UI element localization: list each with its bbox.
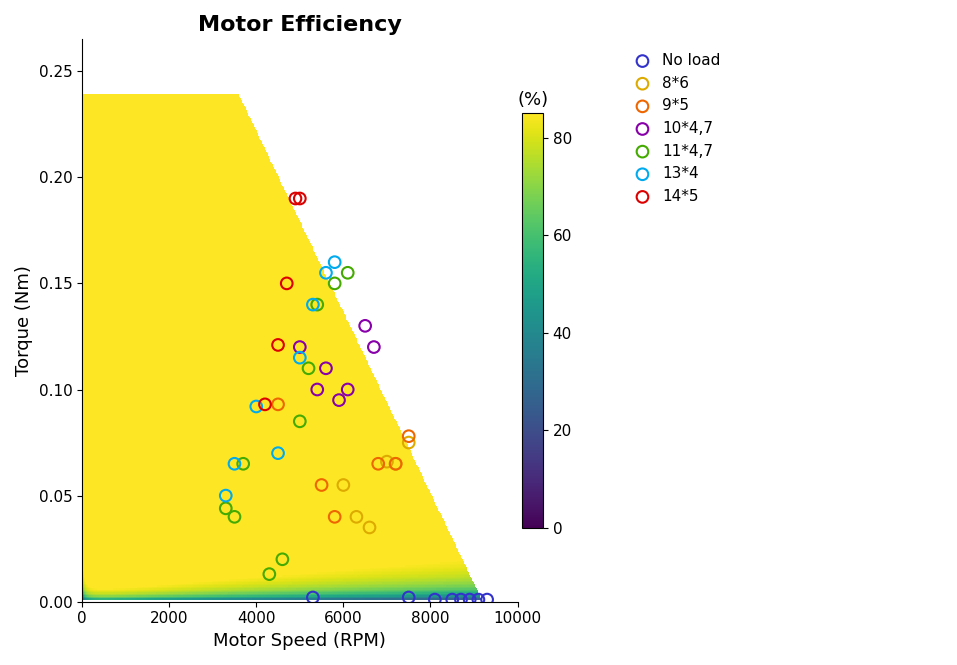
11*4,7	[292, 416, 307, 427]
Title: (%): (%)	[517, 91, 548, 109]
13*4	[292, 352, 307, 363]
11*4,7	[300, 363, 316, 374]
9*5	[327, 511, 343, 522]
X-axis label: Motor Speed (RPM): Motor Speed (RPM)	[213, 632, 387, 650]
13*4	[271, 448, 286, 458]
No load	[462, 595, 478, 605]
11*4,7	[227, 511, 242, 522]
No load	[479, 595, 495, 605]
11*4,7	[309, 299, 324, 310]
10*4,7	[331, 395, 346, 406]
14*5	[292, 193, 307, 203]
13*4	[218, 490, 234, 501]
13*4	[305, 299, 321, 310]
13*4	[249, 401, 264, 412]
No load	[401, 592, 416, 602]
13*4	[227, 458, 242, 469]
9*5	[314, 479, 329, 490]
9*5	[401, 431, 416, 442]
8*6	[401, 437, 416, 448]
11*4,7	[261, 569, 277, 579]
9*5	[370, 458, 386, 469]
11*4,7	[235, 458, 251, 469]
14*5	[279, 278, 295, 289]
14*5	[288, 193, 303, 203]
11*4,7	[327, 278, 343, 289]
8*6	[388, 458, 403, 469]
8*6	[362, 522, 377, 533]
9*5	[388, 458, 403, 469]
11*4,7	[340, 267, 355, 278]
10*4,7	[309, 384, 324, 395]
10*4,7	[358, 321, 373, 331]
11*4,7	[218, 503, 234, 513]
9*5	[271, 399, 286, 410]
No load	[454, 595, 469, 605]
8*6	[336, 479, 351, 490]
No load	[427, 595, 442, 605]
Title: Motor Efficiency: Motor Efficiency	[198, 15, 402, 35]
Y-axis label: Torque (Nm): Torque (Nm)	[15, 265, 33, 376]
10*4,7	[340, 384, 355, 395]
10*4,7	[292, 342, 307, 352]
No load	[305, 592, 321, 602]
11*4,7	[275, 554, 290, 565]
8*6	[348, 511, 364, 522]
10*4,7	[319, 363, 334, 374]
13*4	[327, 257, 343, 267]
14*5	[271, 340, 286, 350]
10*4,7	[367, 342, 382, 352]
14*5	[257, 399, 273, 410]
Legend: No load, 8*6, 9*5, 10*4,7, 11*4,7, 13*4, 14*5: No load, 8*6, 9*5, 10*4,7, 11*4,7, 13*4,…	[621, 47, 726, 210]
8*6	[379, 456, 394, 467]
No load	[471, 595, 486, 605]
No load	[445, 595, 460, 605]
13*4	[319, 267, 334, 278]
